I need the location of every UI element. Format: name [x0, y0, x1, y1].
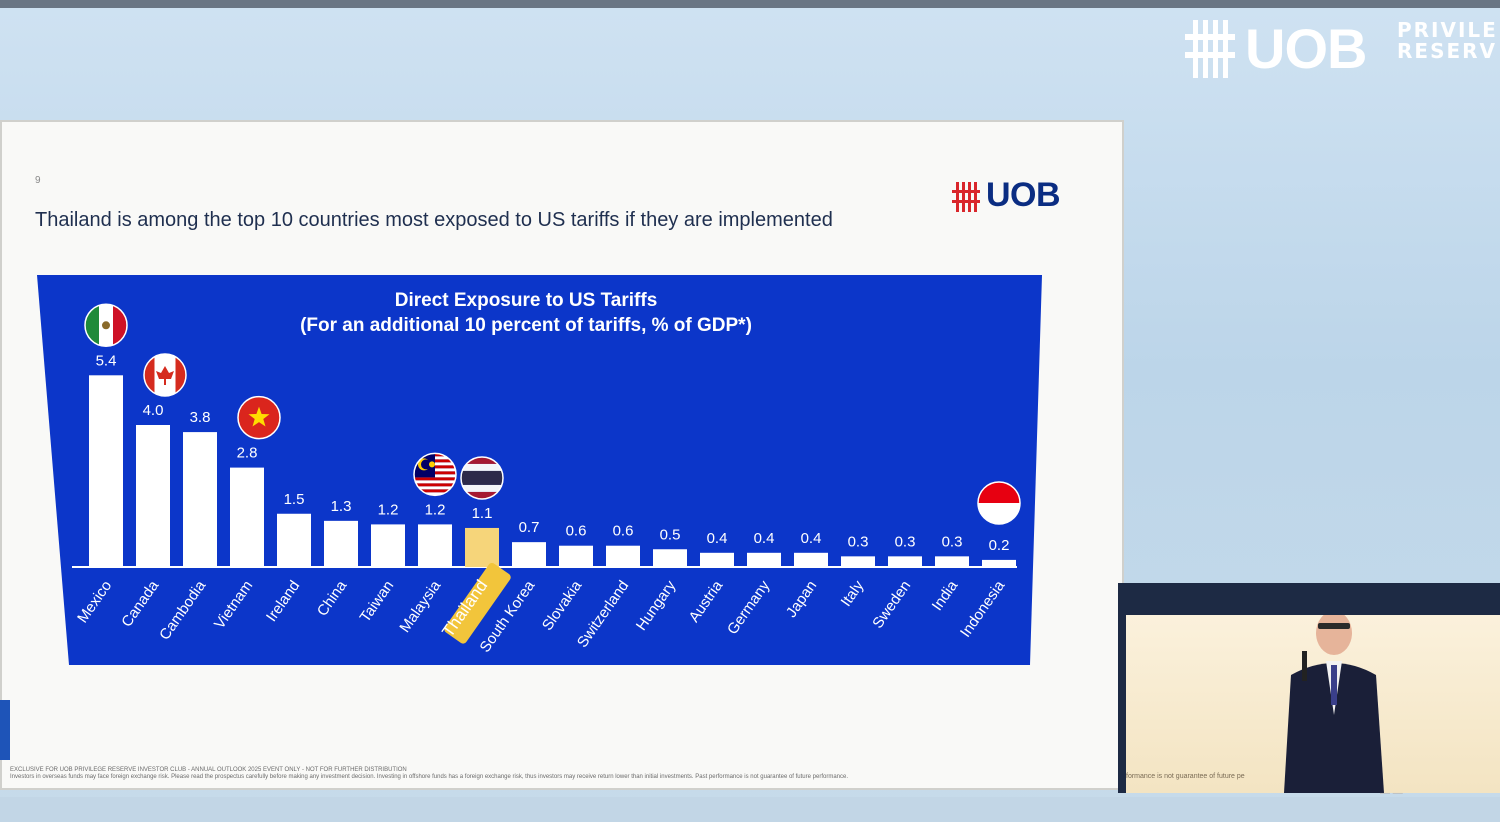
value-label-slovakia: 0.6 — [566, 523, 587, 540]
value-label-south-korea: 0.7 — [519, 519, 540, 536]
video-stage: formance is not guarantee of future pe — [1126, 611, 1500, 793]
value-label-malaysia: 1.2 — [425, 501, 446, 518]
screen-top-strip — [0, 0, 1500, 8]
presentation-slide: 9 Thailand is among the top 10 countries… — [0, 120, 1124, 790]
disclaimer: EXCLUSIVE FOR UOB PRIVILEGE RESERVE INVE… — [10, 767, 910, 781]
bottom-dash: — — — [1380, 788, 1403, 799]
vietnam-flag-icon — [237, 395, 281, 440]
value-label-germany: 0.4 — [754, 530, 775, 547]
value-label-thailand: 1.1 — [472, 505, 493, 522]
value-label-taiwan: 1.2 — [378, 501, 399, 518]
malaysia-flag-icon — [413, 452, 457, 497]
thailand-flag-icon — [460, 456, 504, 500]
bar-hungary — [653, 549, 687, 567]
value-label-japan: 0.4 — [801, 530, 822, 547]
speaker-figure — [1284, 611, 1384, 793]
bar-thailand — [465, 527, 499, 567]
tariff-exposure-chart: Direct Exposure to US Tariffs (For an ad… — [37, 275, 1042, 665]
value-label-cambodia: 3.8 — [190, 409, 211, 426]
privilege-reserve-text: PRIVILE RESERV — [1397, 18, 1498, 63]
chart-subtitle: (For an additional 10 percent of tariffs… — [300, 315, 752, 336]
disclaimer-line-2: Investors in overseas funds may face for… — [10, 774, 848, 780]
bar-indonesia — [982, 559, 1016, 567]
bar-sweden — [888, 556, 922, 567]
chart-title: Direct Exposure to US Tariffs — [395, 290, 658, 311]
value-label-india: 0.3 — [942, 533, 963, 550]
value-label-china: 1.3 — [331, 498, 352, 515]
bar-switzerland — [606, 545, 640, 567]
canada-flag-icon — [143, 353, 187, 397]
bar-germany — [747, 552, 781, 567]
slide-title: Thailand is among the top 10 countries m… — [35, 209, 833, 231]
value-label-switzerland: 0.6 — [613, 523, 634, 540]
speaker-video-feed: formance is not guarantee of future pe — [1118, 583, 1500, 793]
bar-italy — [841, 556, 875, 567]
bar-vietnam — [230, 467, 264, 567]
bar-cambodia — [183, 432, 217, 567]
value-label-canada: 4.0 — [143, 402, 164, 419]
slide-logo-text: UOB — [986, 176, 1061, 214]
uob-privilege-brand: UOB PRIVILE RESERV — [1185, 14, 1500, 80]
bar-india — [935, 556, 969, 567]
bar-slovakia — [559, 545, 593, 567]
uob-logo-mark-icon — [952, 182, 980, 212]
bar-south-korea — [512, 542, 546, 567]
uob-logo-mark-icon — [1185, 20, 1235, 78]
value-label-mexico: 5.4 — [96, 352, 117, 369]
slide-edge-accent — [0, 700, 10, 760]
value-label-indonesia: 0.2 — [989, 537, 1010, 554]
indonesia-flag-icon — [977, 481, 1021, 525]
bar-ireland — [277, 513, 311, 567]
bottom-bar — [0, 797, 1500, 822]
bar-taiwan — [371, 524, 405, 567]
bar-malaysia — [418, 524, 452, 567]
mexico-flag-icon — [84, 303, 128, 348]
value-label-italy: 0.3 — [848, 533, 869, 550]
slide-number: 9 — [35, 175, 41, 186]
value-label-sweden: 0.3 — [895, 533, 916, 550]
bar-mexico — [89, 375, 123, 567]
value-label-hungary: 0.5 — [660, 526, 681, 543]
value-label-austria: 0.4 — [707, 530, 728, 547]
bar-canada — [136, 425, 170, 567]
video-caption: formance is not guarantee of future pe — [1126, 773, 1245, 780]
bar-china — [324, 520, 358, 567]
bar-austria — [700, 552, 734, 567]
bar-japan — [794, 552, 828, 567]
value-label-vietnam: 2.8 — [237, 445, 258, 462]
disclaimer-line-1: EXCLUSIVE FOR UOB PRIVILEGE RESERVE INVE… — [10, 767, 407, 773]
uob-wordmark: UOB — [1245, 17, 1367, 80]
highlight-label-box — [444, 562, 511, 644]
value-label-ireland: 1.5 — [284, 491, 305, 508]
